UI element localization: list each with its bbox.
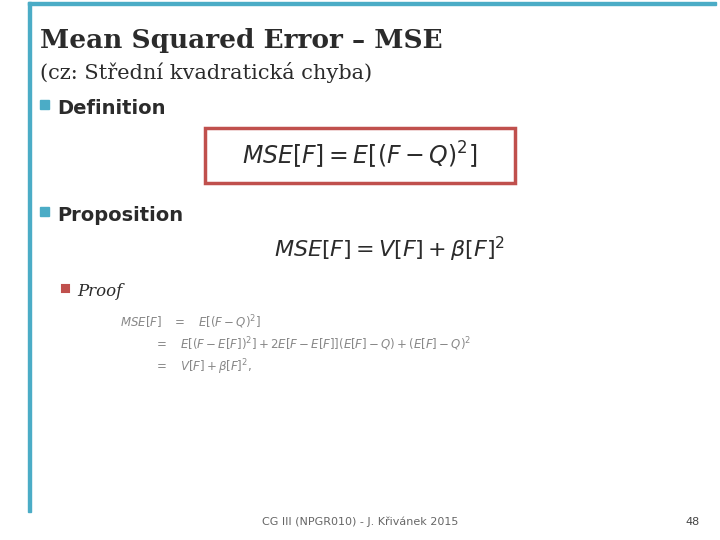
- Text: CG III (NPGR010) - J. Křivánek 2015: CG III (NPGR010) - J. Křivánek 2015: [262, 516, 458, 527]
- Text: Mean Squared Error – MSE: Mean Squared Error – MSE: [40, 28, 443, 53]
- Bar: [62, 285, 69, 292]
- Bar: [40, 207, 49, 216]
- Text: (cz: Střední kvadratická chyba): (cz: Střední kvadratická chyba): [40, 62, 372, 83]
- Text: Proof: Proof: [77, 283, 122, 300]
- FancyBboxPatch shape: [205, 128, 515, 183]
- Text: $MSE[F] = V[F] + \beta[F]^{2}$: $MSE[F] = V[F] + \beta[F]^{2}$: [274, 235, 505, 264]
- Text: $\qquad\quad = \quad V[F] + \beta[F]^{2},$: $\qquad\quad = \quad V[F] + \beta[F]^{2}…: [120, 357, 252, 376]
- Text: $MSE[F] = E[(F - Q)^{2}]$: $MSE[F] = E[(F - Q)^{2}]$: [243, 140, 477, 171]
- Bar: [40, 100, 49, 109]
- Text: $MSE[F]\quad = \quad E[(F-Q)^2]$: $MSE[F]\quad = \quad E[(F-Q)^2]$: [120, 313, 261, 330]
- Text: $\qquad\quad = \quad E[(F-E[F])^2] + 2E[F-E[F]](E[F]-Q)+(E[F]-Q)^2$: $\qquad\quad = \quad E[(F-E[F])^2] + 2E[…: [120, 335, 472, 353]
- Bar: [28, 2, 31, 512]
- Bar: [28, 2, 716, 5]
- Text: Definition: Definition: [57, 99, 166, 118]
- Text: Proposition: Proposition: [57, 206, 183, 225]
- Text: 48: 48: [685, 517, 700, 527]
